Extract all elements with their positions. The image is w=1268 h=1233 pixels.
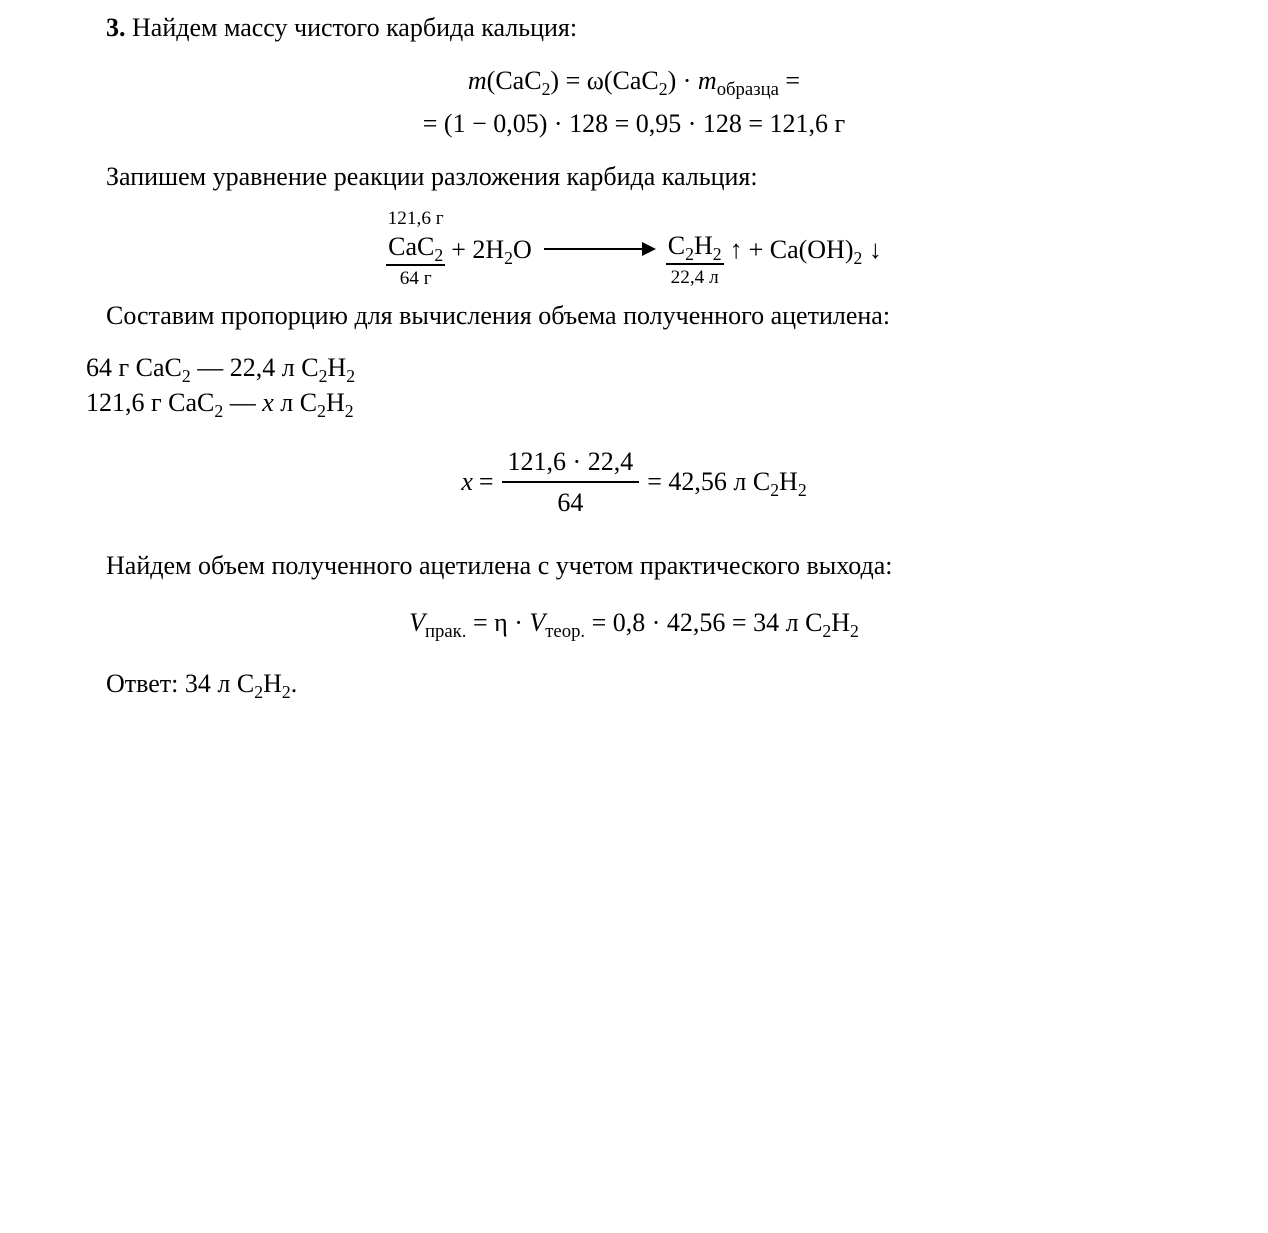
prop2-s1: 2 <box>214 401 223 421</box>
rxn-top-left: 121,6 г <box>388 208 444 232</box>
prop1-a: 64 г CaC <box>86 353 182 382</box>
rxn-down-arrow: ↓ <box>862 235 882 264</box>
eq3-sub2: теор. <box>545 621 585 642</box>
eq2-x: x <box>461 464 473 499</box>
eq2-rs1: 2 <box>770 481 779 501</box>
prop2-d: H <box>326 388 345 417</box>
eq1-subword: образца <box>717 79 779 100</box>
eq2-fraction: 121,6 · 22,4 64 <box>500 444 642 520</box>
rxn-plus-h2o: + 2H2O <box>451 232 532 267</box>
prop2-b: — <box>223 388 262 417</box>
rxn-cac2-txt: CaC <box>388 232 434 261</box>
answer-mid: H <box>263 669 282 698</box>
proportion-block: 64 г CaC2 — 22,4 л C2H2 121,6 г CaC2 — x… <box>30 350 1238 420</box>
rxn-plus1: + 2H <box>451 235 504 264</box>
rxn-c2h2-s1: 2 <box>685 245 694 265</box>
reaction-equation: 121,6 г CaC2 64 г + 2H2O . C2H2 22,4 л ↑… <box>30 208 1238 290</box>
rxn-cac2: CaC2 <box>386 232 445 266</box>
step-number: 3. <box>106 13 126 42</box>
eq2-num: 121,6 · 22,4 <box>502 444 640 483</box>
prop1-c: H <box>327 353 346 382</box>
eq2-rb: H <box>779 467 798 496</box>
prop2-s2: 2 <box>317 401 326 421</box>
eq1-m2: m <box>698 66 717 95</box>
eq2-rest: = 42,56 л C2H2 <box>647 464 806 499</box>
rxn-h2o-sub: 2 <box>504 248 513 268</box>
rxn-bot-left: 64 г <box>400 266 432 290</box>
eq1-t2: ) = ω(CaC <box>550 66 658 95</box>
eq1-line2: = (1 − 0,05) · 128 = 0,95 · 128 = 121,6 … <box>30 106 1238 141</box>
rxn-c2h2: C2H2 <box>666 231 724 265</box>
eq1-t3: ) · <box>668 66 698 95</box>
p4: Найдем объем полученного ацетилена с уче… <box>30 548 1238 583</box>
rxn-c2h2-b: H <box>694 231 713 260</box>
answer-label: Ответ: 34 л C <box>106 669 254 698</box>
prop2-a: 121,6 г CaC <box>86 388 214 417</box>
step-3-heading: 3. Найдем массу чистого карбида кальция: <box>30 10 1238 45</box>
eq1-t1: (CaC <box>487 66 542 95</box>
eq3-V1: V <box>409 608 425 637</box>
eq3-mid: = η · <box>466 608 529 637</box>
equation-block-3: Vпрак. = η · Vтеор. = 0,8 · 42,56 = 34 л… <box>30 605 1238 640</box>
prop1-b: — 22,4 л C <box>191 353 319 382</box>
eq1-t4: = <box>779 66 800 95</box>
rxn-c2h2-a: C <box>668 231 685 260</box>
eq3-sub1: прак. <box>425 621 466 642</box>
eq3-V2: V <box>529 608 545 637</box>
eq3-rs1: 2 <box>822 621 831 641</box>
rxn-c2h2-s2: 2 <box>713 245 722 265</box>
rxn-up-arrow: ↑ <box>730 232 743 267</box>
eq1-m: m <box>468 66 487 95</box>
answer-s1: 2 <box>254 682 263 702</box>
reaction-arrow-icon <box>544 248 654 250</box>
p3: Составим пропорцию для вычисления объема… <box>30 298 1238 333</box>
eq2-ra: = 42,56 л C <box>647 467 770 496</box>
rxn-c2h2-stack: . C2H2 22,4 л <box>666 209 724 289</box>
prop-line2: 121,6 г CaC2 — x л C2H2 <box>86 385 1238 420</box>
eq1-line1: m(CaC2) = ω(CaC2) · mобразца = <box>30 63 1238 98</box>
eq2-rs2: 2 <box>798 481 807 501</box>
rxn-bot-right: 22,4 л <box>671 265 719 289</box>
eq1-s2: 2 <box>659 79 668 99</box>
eq3-ra: = 0,8 · 42,56 = 34 л C <box>585 608 822 637</box>
answer-dot: . <box>291 669 298 698</box>
equation-block-2: x = 121,6 · 22,4 64 = 42,56 л C2H2 <box>30 444 1238 520</box>
page: 3. Найдем массу чистого карбида кальция:… <box>0 0 1268 731</box>
p1-text: Найдем массу чистого карбида кальция: <box>126 13 578 42</box>
p2: Запишем уравнение реакции разложения кар… <box>30 159 1238 194</box>
rxn-h2o-tail: O <box>513 235 532 264</box>
prop-line1: 64 г CaC2 — 22,4 л C2H2 <box>86 350 1238 385</box>
prop1-s1: 2 <box>182 366 191 386</box>
eq2-den: 64 <box>502 483 640 520</box>
eq3-rs2: 2 <box>850 621 859 641</box>
prop2-x: x <box>262 388 274 417</box>
eq2-eq: = <box>479 464 494 499</box>
prop2-s3: 2 <box>345 401 354 421</box>
prop1-s3: 2 <box>346 366 355 386</box>
rxn-cac2-sub: 2 <box>434 246 443 266</box>
eq3-rb: H <box>831 608 850 637</box>
rxn-cac2-stack: 121,6 г CaC2 64 г <box>386 208 445 290</box>
prop2-c: л C <box>274 388 317 417</box>
equation-block-1: m(CaC2) = ω(CaC2) · mобразца = = (1 − 0,… <box>30 63 1238 141</box>
rxn-caoh2: + Ca(OH)2 ↓ <box>749 232 882 267</box>
answer-s2: 2 <box>282 682 291 702</box>
rxn-plus2: + Ca(OH) <box>749 235 854 264</box>
answer: Ответ: 34 л C2H2. <box>30 666 1238 701</box>
